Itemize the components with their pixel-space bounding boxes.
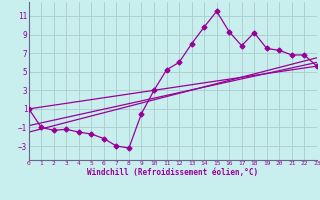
- X-axis label: Windchill (Refroidissement éolien,°C): Windchill (Refroidissement éolien,°C): [87, 168, 258, 177]
